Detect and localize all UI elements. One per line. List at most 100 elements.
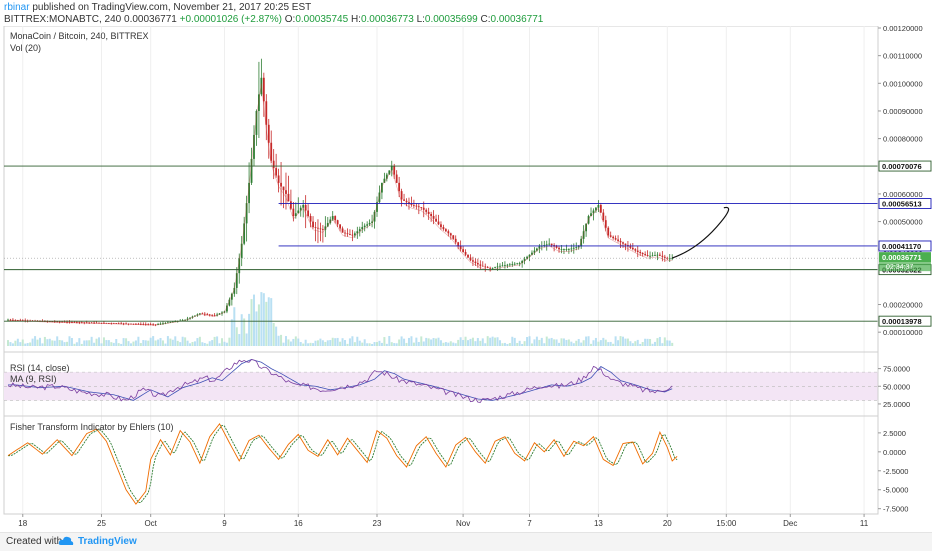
volume-bar (656, 338, 659, 346)
candle-body (567, 249, 570, 251)
candle-body (267, 124, 270, 143)
volume-bar (663, 337, 666, 346)
volume-bar (373, 342, 376, 346)
author-link[interactable]: rbinar (4, 2, 30, 13)
volume-bar (255, 311, 258, 346)
volume-bar (147, 340, 150, 346)
candle-body (349, 234, 351, 235)
time-tick-label: 15:00 (716, 519, 737, 528)
tradingview-brand-link[interactable]: TradingView (78, 536, 137, 547)
candle-body (513, 263, 516, 265)
volume-bar (543, 343, 546, 346)
candle-body (184, 319, 187, 321)
close-value: 0.00036771 (490, 14, 544, 25)
volume-bar (619, 336, 622, 346)
volume-bar (14, 340, 17, 346)
volume-bar (80, 343, 83, 346)
candle-body (560, 249, 563, 251)
price-axis[interactable]: 0.000100000.000200000.000400000.00050000… (877, 26, 932, 514)
candle-body (58, 321, 61, 323)
candle-body (462, 249, 464, 252)
volume-bar (41, 343, 44, 346)
volume-bar (565, 339, 568, 346)
volume-bar (587, 336, 590, 346)
volume-bar (622, 336, 624, 346)
candle-body (159, 323, 162, 325)
candle-body (558, 247, 560, 250)
candle-body (107, 322, 110, 324)
volume-bar (562, 338, 565, 346)
high-value: 0.00036773 (360, 14, 414, 25)
candle-body (420, 207, 423, 208)
candle-body (405, 200, 408, 203)
volume-bar (592, 340, 595, 346)
candle-body (51, 321, 54, 323)
candle-body (499, 265, 501, 267)
candle-body (336, 220, 339, 225)
volume-bar (454, 343, 457, 346)
candle-body (282, 186, 285, 191)
volume-bar (287, 339, 290, 346)
price-tick-label: 0.00020000 (883, 301, 923, 310)
candle-body (565, 249, 568, 251)
volume-bar (139, 343, 142, 346)
candle-body (63, 321, 66, 323)
volume-bar (240, 314, 243, 346)
volume-bar (98, 337, 101, 346)
candle-body (213, 315, 216, 317)
candle-body (171, 321, 174, 323)
candle-body (233, 287, 236, 294)
candle-body (149, 324, 152, 326)
volume-bar (607, 342, 610, 346)
candle-body (442, 227, 445, 230)
volume-bar (302, 343, 305, 346)
volume-bar (368, 343, 371, 346)
volume-bar (530, 343, 533, 346)
volume-label: Vol (20) (10, 43, 41, 53)
volume-bar (553, 339, 556, 346)
volume-bar (609, 341, 612, 346)
volume-bar (66, 341, 69, 346)
volume-bar (658, 336, 661, 346)
volume-bar (631, 343, 634, 346)
chart-title: MonaCoin / Bitcoin, 240, BITTREX (10, 31, 149, 41)
volume-bar (422, 341, 425, 346)
candle-body (467, 254, 469, 258)
price-tick-label: 0.00080000 (883, 135, 923, 144)
candle-body (398, 182, 401, 192)
candle-body (9, 319, 12, 321)
volume-bar (518, 340, 521, 346)
volume-bar (599, 340, 602, 346)
volume-bar (604, 339, 607, 346)
symbol-label: BITTREX:MONABTC, 240 (4, 14, 122, 25)
candle-body (427, 211, 430, 214)
candle-body (122, 323, 125, 325)
chart-header: rbinar published on TradingView.com, Nov… (0, 0, 932, 26)
moving-average-line (7, 83, 673, 326)
volume-bar (262, 293, 265, 346)
volume-bar (201, 342, 204, 346)
volume-bar (211, 340, 214, 346)
candle-body (147, 324, 150, 325)
rsi-pane[interactable] (4, 358, 878, 403)
price-pane[interactable] (4, 58, 878, 346)
tradingview-cloud-icon[interactable] (58, 535, 74, 547)
candle-body (410, 203, 413, 205)
volume-bar (521, 343, 524, 346)
chart-canvas[interactable]: 0.000100000.000200000.000400000.00050000… (0, 26, 932, 532)
candle-body (437, 221, 440, 225)
candle-body (312, 221, 314, 228)
time-axis[interactable]: 18 25 Oct 9 16 23 Nov 7 13 20 15:00 Dec 11 (4, 513, 878, 528)
volume-bar (481, 338, 484, 346)
volume-bar (61, 340, 64, 346)
candle-body (570, 248, 573, 250)
volume-bar (580, 342, 583, 346)
candle-body (353, 233, 356, 236)
candle-body (587, 216, 590, 224)
volume-bar (410, 336, 413, 346)
volume-bar (85, 340, 88, 346)
volume-bar (213, 336, 216, 346)
volume-bar (653, 341, 656, 346)
volume-bar (34, 336, 37, 346)
fisher-pane[interactable] (7, 422, 678, 505)
